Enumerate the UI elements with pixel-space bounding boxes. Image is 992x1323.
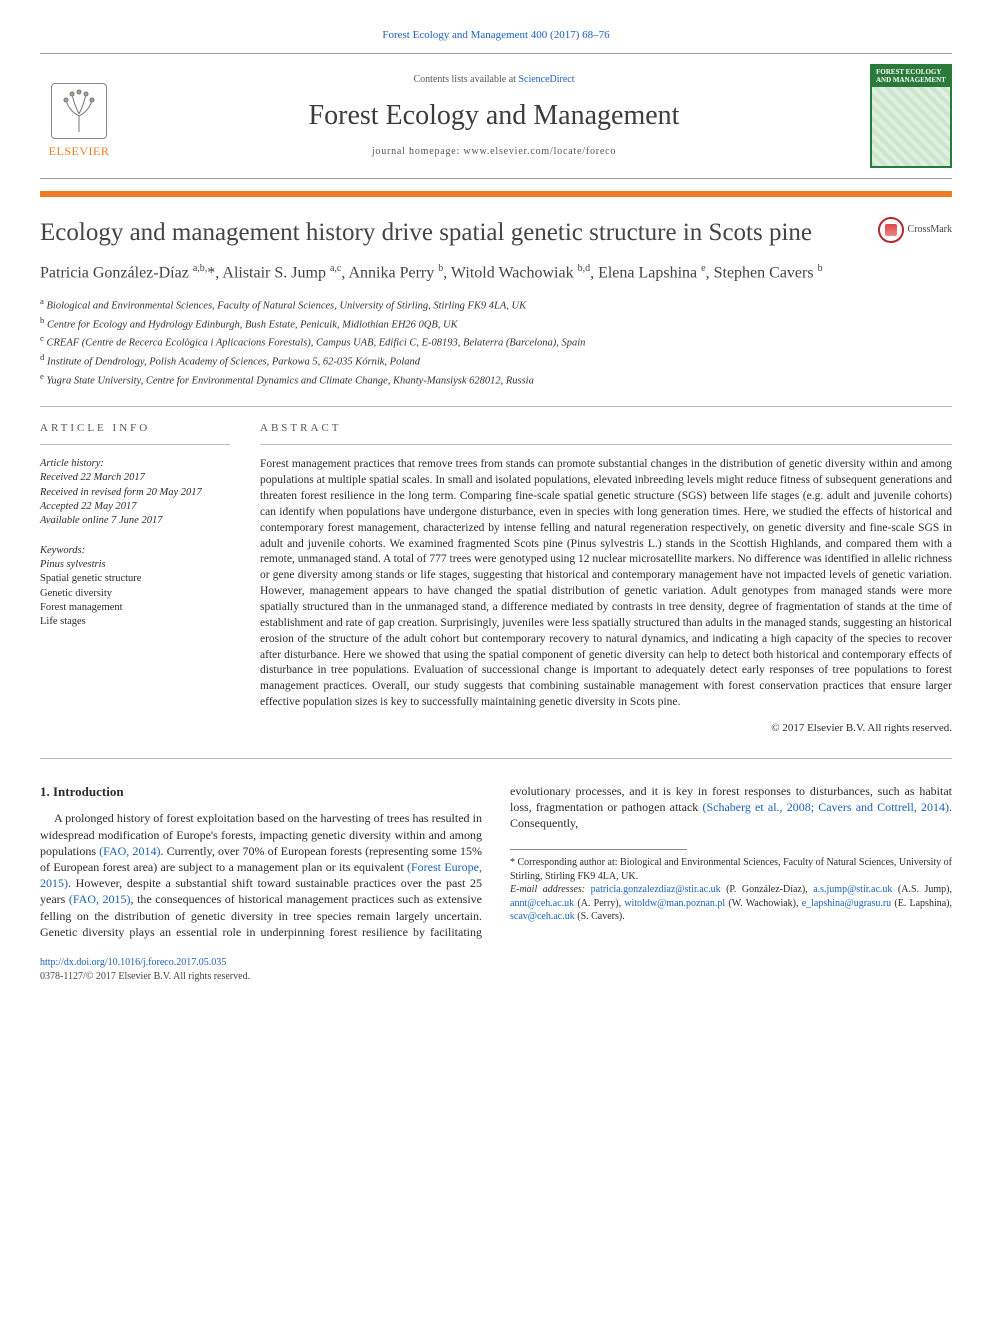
crossmark-widget[interactable]: CrossMark bbox=[878, 217, 952, 243]
affiliation-line: d Institute of Dendrology, Polish Academ… bbox=[40, 351, 952, 370]
article-info-column: ARTICLE INFO Article history: Received 2… bbox=[40, 421, 230, 735]
affiliation-line: c CREAF (Centre de Recerca Ecològica i A… bbox=[40, 332, 952, 351]
journal-cover-thumb: FOREST ECOLOGY AND MANAGEMENT bbox=[870, 64, 952, 168]
cover-title: FOREST ECOLOGY AND MANAGEMENT bbox=[872, 66, 950, 87]
citation-link[interactable]: (FAO, 2015) bbox=[69, 892, 131, 906]
affiliation-line: b Centre for Ecology and Hydrology Edinb… bbox=[40, 314, 952, 333]
elsevier-tree-icon bbox=[51, 83, 107, 139]
body-columns: 1. Introduction A prolonged history of f… bbox=[40, 783, 952, 940]
affiliation-line: a Biological and Environmental Sciences,… bbox=[40, 295, 952, 314]
abstract-copyright: © 2017 Elsevier B.V. All rights reserved… bbox=[260, 721, 952, 736]
email-link[interactable]: e_lapshina@ugrasu.ru bbox=[802, 898, 891, 909]
contents-line: Contents lists available at ScienceDirec… bbox=[132, 73, 856, 87]
abstract-heading: ABSTRACT bbox=[260, 421, 952, 445]
running-citation: Forest Ecology and Management 400 (2017)… bbox=[40, 28, 952, 43]
email-link[interactable]: a.s.jump@stir.ac.uk bbox=[813, 884, 892, 895]
history-line: Received 22 March 2017 bbox=[40, 471, 230, 485]
crossmark-icon bbox=[878, 217, 904, 243]
keyword: Pinus sylvestris bbox=[40, 558, 230, 572]
abstract-column: ABSTRACT Forest management practices tha… bbox=[260, 421, 952, 735]
email-link[interactable]: patricia.gonzalezdiaz@stir.ac.uk bbox=[591, 884, 721, 895]
abstract-text: Forest management practices that remove … bbox=[260, 457, 952, 711]
keywords-label: Keywords: bbox=[40, 544, 230, 558]
email-addresses: E-mail addresses: patricia.gonzalezdiaz@… bbox=[510, 883, 952, 924]
author-list: Patricia González-Díaz a,b,*, Alistair S… bbox=[40, 262, 952, 285]
homepage-prefix: journal homepage: bbox=[372, 146, 464, 157]
doi-link[interactable]: http://dx.doi.org/10.1016/j.foreco.2017.… bbox=[40, 957, 226, 968]
article-info-heading: ARTICLE INFO bbox=[40, 421, 230, 445]
footer-meta: http://dx.doi.org/10.1016/j.foreco.2017.… bbox=[40, 956, 952, 984]
issn-copyright: 0378-1127/© 2017 Elsevier B.V. All right… bbox=[40, 970, 952, 984]
footnote-rule bbox=[510, 849, 687, 850]
email-link[interactable]: annt@ceh.ac.uk bbox=[510, 898, 574, 909]
crossmark-label: CrossMark bbox=[908, 223, 952, 237]
homepage-url[interactable]: www.elsevier.com/locate/foreco bbox=[463, 146, 616, 157]
keyword: Life stages bbox=[40, 615, 230, 629]
keyword: Genetic diversity bbox=[40, 587, 230, 601]
publisher-logo: ELSEVIER bbox=[40, 73, 118, 159]
cover-map-icon bbox=[872, 87, 950, 166]
footnotes: * Corresponding author at: Biological an… bbox=[510, 856, 952, 924]
keyword: Spatial genetic structure bbox=[40, 572, 230, 586]
publisher-name: ELSEVIER bbox=[49, 143, 110, 159]
history-line: Received in revised form 20 May 2017 bbox=[40, 486, 230, 500]
homepage-line: journal homepage: www.elsevier.com/locat… bbox=[132, 145, 856, 159]
email-link[interactable]: witoldw@man.poznan.pl bbox=[624, 898, 725, 909]
history-label: Article history: bbox=[40, 457, 230, 471]
accent-rule bbox=[40, 191, 952, 197]
article-title: Ecology and management history drive spa… bbox=[40, 217, 862, 248]
affiliation-line: e Yugra State University, Centre for Env… bbox=[40, 370, 952, 389]
corresponding-author-note: * Corresponding author at: Biological an… bbox=[510, 856, 952, 883]
email-link[interactable]: scav@ceh.ac.uk bbox=[510, 911, 575, 922]
citation-link[interactable]: (FAO, 2014) bbox=[99, 844, 160, 858]
section-divider bbox=[40, 758, 952, 759]
history-line: Accepted 22 May 2017 bbox=[40, 500, 230, 514]
citation-link[interactable]: (Schaberg et al., 2008; Cavers and Cottr… bbox=[702, 800, 949, 814]
keyword: Forest management bbox=[40, 601, 230, 615]
journal-name: Forest Ecology and Management bbox=[132, 97, 856, 135]
affiliations: a Biological and Environmental Sciences,… bbox=[40, 295, 952, 389]
journal-header: ELSEVIER Contents lists available at Sci… bbox=[40, 53, 952, 179]
history-line: Available online 7 June 2017 bbox=[40, 514, 230, 528]
sciencedirect-link[interactable]: ScienceDirect bbox=[518, 74, 574, 85]
contents-prefix: Contents lists available at bbox=[413, 74, 518, 85]
section-heading: 1. Introduction bbox=[40, 783, 482, 801]
